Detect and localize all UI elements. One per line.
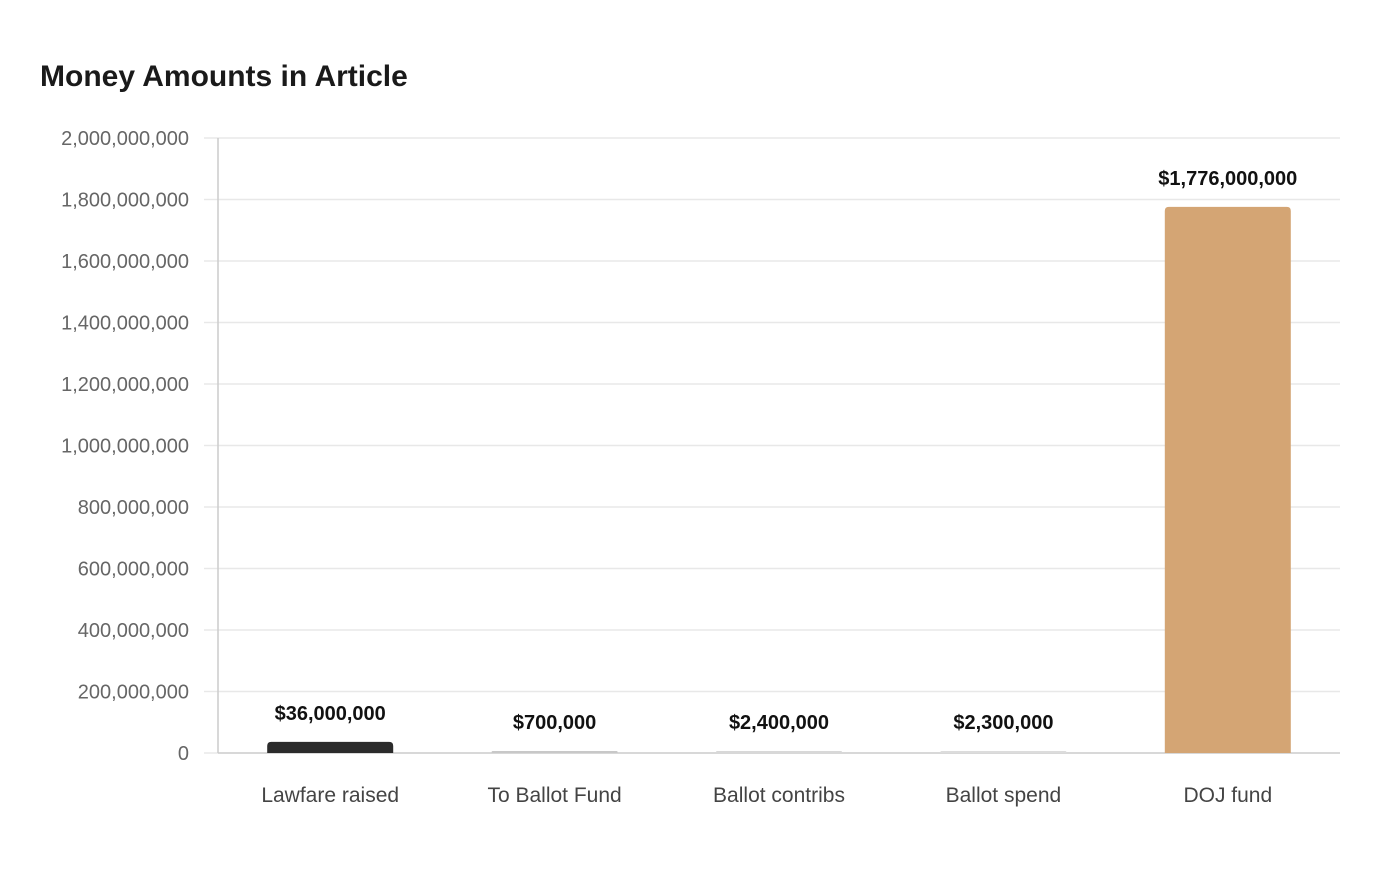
bar-value-label: $36,000,000	[275, 703, 386, 725]
bar-value-label: $700,000	[513, 712, 596, 734]
bar-ballot-spend	[940, 751, 1067, 753]
x-category-label: Ballot spend	[946, 784, 1062, 807]
bar-ballot-contribs	[716, 751, 842, 753]
bar-lawfare-raised	[267, 741, 394, 753]
x-category-label: Ballot contribs	[713, 784, 845, 807]
y-tick-label: 2,000,000,000	[61, 128, 189, 150]
y-tick-label: 200,000,000	[78, 682, 189, 704]
bar-value-label: $2,400,000	[729, 712, 829, 734]
bars	[267, 206, 1291, 753]
bar-doj-fund	[1164, 206, 1291, 753]
y-tick-label: 1,800,000,000	[61, 190, 189, 212]
y-tick-label: 1,000,000,000	[61, 436, 189, 458]
x-category-label: DOJ fund	[1183, 784, 1272, 807]
y-tick-label: 1,200,000,000	[61, 374, 189, 396]
x-category-label: To Ballot Fund	[487, 784, 621, 807]
gridlines	[218, 137, 1340, 693]
y-tick-label: 400,000,000	[78, 620, 189, 642]
labels: 0 200,000,000 400,000,000 600,000,000 800,00…	[61, 128, 1297, 807]
chart-title: Money Amounts in Article	[40, 60, 408, 93]
bar-to-ballot-fund	[491, 751, 618, 753]
x-category-label: Lawfare raised	[261, 784, 399, 807]
y-tick-label: 800,000,000	[78, 497, 189, 519]
y-tick-label: 0	[178, 743, 189, 765]
y-tick-label: 600,000,000	[78, 559, 189, 581]
y-tick-label: 1,400,000,000	[61, 313, 189, 335]
y-tick-label: 1,600,000,000	[61, 251, 189, 273]
bar-value-label: $2,300,000	[953, 712, 1053, 734]
bar-value-label: $1,776,000,000	[1158, 168, 1297, 190]
